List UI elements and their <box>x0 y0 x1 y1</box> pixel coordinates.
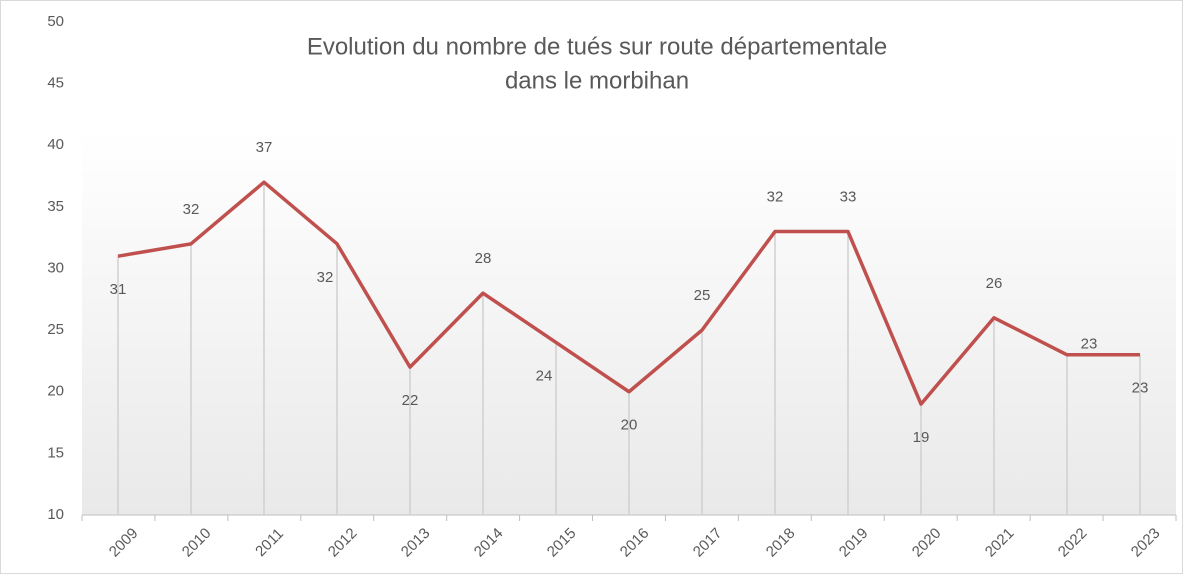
data-label: 33 <box>840 188 857 205</box>
y-tick-label: 30 <box>47 259 64 276</box>
data-label: 22 <box>402 392 419 409</box>
data-label: 26 <box>986 275 1003 292</box>
data-label: 19 <box>913 429 930 446</box>
y-tick-label: 10 <box>47 506 64 523</box>
y-tick-label: 20 <box>47 383 64 400</box>
y-tick-label: 40 <box>47 136 64 153</box>
chart-title: dans le morbihan <box>505 67 689 94</box>
data-label: 20 <box>621 417 638 434</box>
data-label: 23 <box>1132 380 1149 397</box>
data-label: 25 <box>694 287 711 304</box>
data-label: 32 <box>767 188 784 205</box>
data-label: 31 <box>110 281 127 298</box>
y-tick-label: 25 <box>47 321 64 338</box>
data-label: 23 <box>1081 336 1098 353</box>
y-tick-label: 15 <box>47 444 64 461</box>
data-label: 28 <box>475 250 492 267</box>
data-label: 32 <box>317 269 334 286</box>
y-tick-label: 50 <box>47 13 64 30</box>
data-label: 24 <box>536 367 553 384</box>
data-label: 32 <box>183 201 200 218</box>
chart-title: Evolution du nombre de tués sur route dé… <box>307 33 887 60</box>
y-tick-label: 35 <box>47 198 64 215</box>
data-label: 37 <box>256 139 273 156</box>
y-tick-label: 45 <box>47 75 64 92</box>
data-line <box>117 180 1140 406</box>
